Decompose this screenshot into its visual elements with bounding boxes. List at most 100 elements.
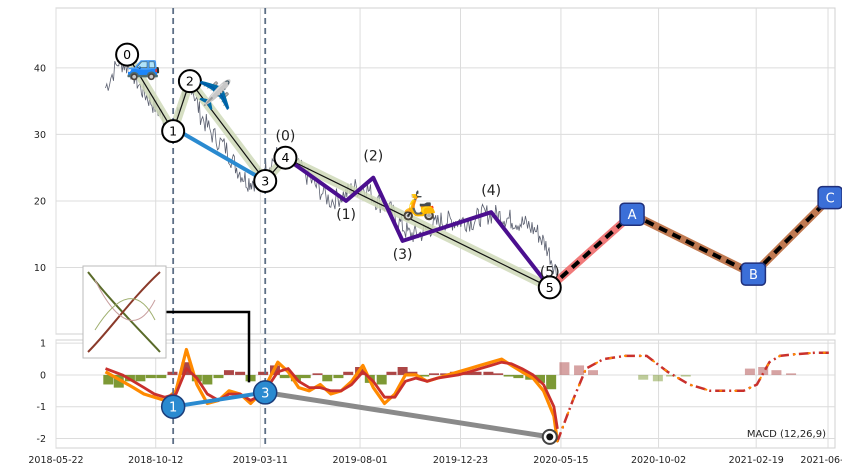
macd-y-tick-label: -1 [37, 402, 46, 413]
x-tick-label: 2020-05-15 [533, 455, 588, 466]
macd-forecast-dots [556, 351, 832, 443]
x-tick-label: 2018-05-22 [28, 455, 83, 466]
wave-1-3-link [172, 126, 267, 183]
histogram-bar [513, 374, 524, 379]
histogram-bar [103, 374, 114, 385]
wave-label-text: 5 [546, 280, 554, 295]
histogram-bar [245, 374, 256, 382]
histogram-bar [333, 374, 344, 379]
macd-point-label: 3 [261, 386, 269, 401]
wave-label-circle [253, 168, 278, 193]
histogram-bar [343, 371, 354, 375]
histogram-bar [666, 374, 677, 377]
macd-y-tick-label: 1 [40, 339, 46, 350]
histogram-bar [758, 367, 769, 375]
inset-curve [94, 279, 156, 321]
histogram-bar [786, 373, 797, 375]
wave-label-text: 2 [186, 74, 194, 89]
histogram-bar [223, 370, 234, 375]
wave-label-text: 3 [261, 173, 269, 188]
wave-label-text: 0 [123, 47, 131, 62]
histogram-bar [534, 374, 545, 383]
series-layer [104, 52, 835, 443]
x-tick-label: 2021-02-19 [729, 455, 784, 466]
histogram-bar [559, 362, 570, 375]
histogram-bar [744, 368, 755, 375]
signal-line [105, 360, 559, 430]
abc-label-text: C [826, 192, 835, 207]
histogram-bar [386, 371, 397, 375]
subwave-line [284, 156, 552, 289]
price-y-tick-label: 20 [34, 196, 46, 207]
subwave-label: (3) [393, 247, 413, 263]
airplane-icon: ✈️ [198, 77, 233, 111]
inset-curve [94, 298, 156, 331]
car-icon: 🚙 [126, 49, 161, 82]
histogram-bar [680, 374, 691, 377]
wave-label-circle [115, 42, 140, 67]
forecast-dash [548, 212, 634, 289]
macd-point-dot [546, 433, 554, 441]
histogram-bar [213, 374, 224, 379]
histogram-bar [322, 374, 333, 382]
forecast-dash [631, 212, 755, 276]
histogram-bar [428, 373, 439, 375]
subwave-label: (5) [540, 264, 560, 280]
histogram-bar [376, 374, 387, 385]
histogram-bar [397, 367, 408, 375]
macd-point-circle [160, 394, 186, 419]
price-y-tick-label: 30 [34, 130, 46, 141]
tick-labels: 2018-05-22 2018-10-12 2019-03-11 2019-08-01… [28, 63, 842, 466]
abc-label-text: B [749, 268, 758, 283]
impulse-line [126, 54, 551, 288]
histogram-bar [483, 371, 494, 375]
x-tick-label: 2020-10-02 [631, 455, 686, 466]
histogram-bar [156, 374, 167, 379]
inset-connector [166, 310, 251, 383]
x-tick-label: 2019-12-23 [433, 455, 488, 466]
abc-label-box [817, 185, 842, 210]
abc-label-text: A [628, 208, 637, 223]
wave-label-circle [161, 119, 186, 144]
histogram-bar [503, 374, 514, 377]
histogram-bar [546, 374, 557, 390]
histogram-bar [279, 374, 290, 379]
subwave-label: (1) [336, 207, 356, 223]
x-tick-label: 2018-10-12 [128, 455, 183, 466]
subwave-label: (4) [481, 183, 501, 199]
abc-label-box [619, 202, 645, 226]
macd-y-tick-label: -2 [37, 434, 46, 445]
wave-label-circle [537, 275, 562, 300]
wave-label-text: 1 [169, 124, 177, 139]
histogram-bar [202, 374, 213, 385]
macd-title: MACD (12,26,9) [747, 429, 826, 440]
price-panel [55, 7, 836, 335]
icon-layer: 🚙 ✈️ 🛵 [82, 49, 437, 359]
histogram-bar [493, 373, 504, 375]
macd-point-label: 1 [169, 401, 177, 416]
x-tick-label: 2019-08-01 [332, 455, 387, 466]
forecast-dash [751, 196, 832, 276]
macd-forecast-line [556, 351, 831, 443]
price-y-tick-label: 10 [34, 263, 46, 274]
abc-label-box [740, 262, 767, 286]
x-tick-label: 2019-03-11 [233, 455, 288, 466]
histogram-bar [300, 374, 311, 379]
wave-label-text: 4 [281, 150, 289, 165]
macd-link-3-5 [264, 389, 551, 440]
histogram-bar [588, 370, 599, 375]
wave-label-circle [177, 69, 202, 94]
wave-label-circle [273, 145, 298, 170]
histogram-bar [135, 374, 146, 382]
histogram-bar [574, 365, 585, 375]
macd-point-circle [252, 380, 278, 405]
histogram-bar [471, 371, 482, 375]
histogram-bar [258, 371, 269, 375]
histogram-bar [638, 374, 649, 380]
price-y-tick-label: 40 [34, 63, 46, 74]
macd-y-tick-label: 0 [40, 370, 46, 381]
macd-link-1-3 [172, 390, 266, 409]
inset-thumbnail [82, 265, 167, 359]
